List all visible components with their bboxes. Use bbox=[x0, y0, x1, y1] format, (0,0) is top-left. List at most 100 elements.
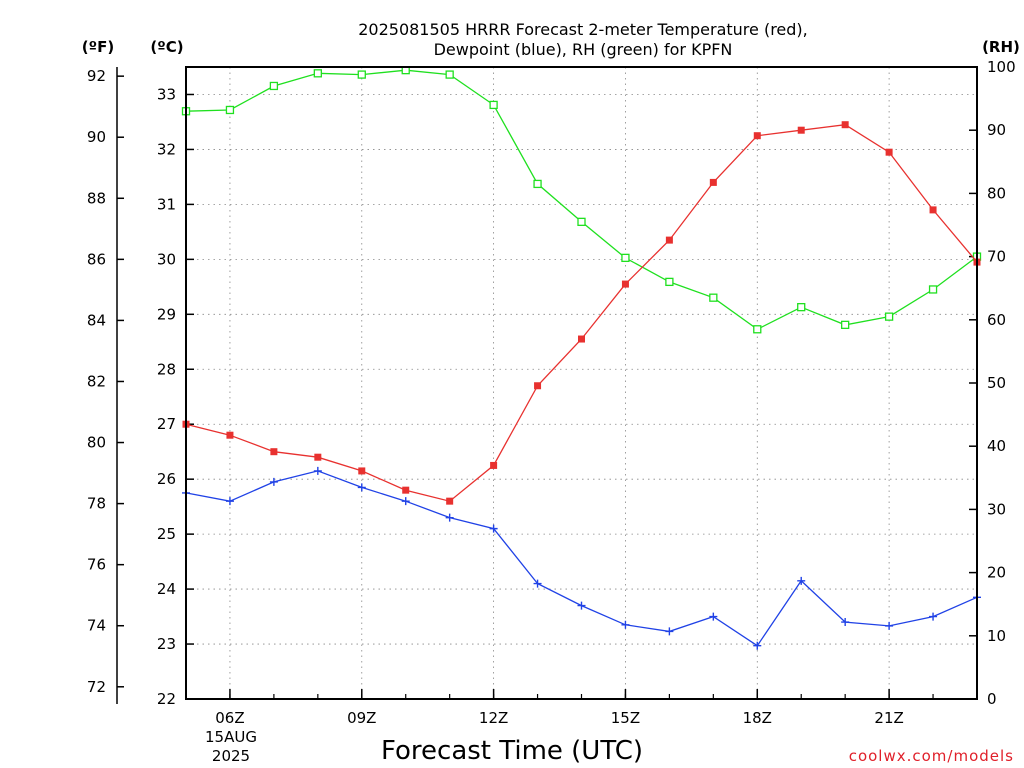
temperature-point bbox=[358, 467, 366, 475]
x-axis-label: Forecast Time (UTC) bbox=[381, 736, 643, 766]
celsius-tick-label: 22 bbox=[157, 690, 176, 708]
dewpoint-point bbox=[225, 497, 234, 506]
series-line-rh bbox=[185, 69, 978, 331]
dewpoint-point bbox=[621, 620, 630, 629]
celsius-tick-label: 30 bbox=[157, 250, 176, 268]
fahrenheit-tick-label: 86 bbox=[87, 250, 106, 268]
series-line-temperature bbox=[185, 124, 978, 502]
dewpoint-point bbox=[577, 601, 586, 610]
date-label-year: 2025 bbox=[212, 747, 250, 765]
rh-point bbox=[928, 285, 938, 294]
fahrenheit-axis: 72 74 76 78 80 82 84 86 88 90 92 bbox=[87, 67, 124, 704]
celsius-unit-label: (ºC) bbox=[150, 38, 183, 56]
temperature-point bbox=[226, 431, 234, 439]
dewpoint-point bbox=[269, 477, 278, 486]
fahrenheit-unit-label: (ºF) bbox=[82, 38, 114, 56]
rh-axis: 0 10 20 30 40 50 60 70 80 90 100 bbox=[969, 58, 1016, 708]
rh-tick-label: 80 bbox=[987, 184, 1006, 202]
rh-unit-label: (RH) bbox=[982, 38, 1020, 56]
rh-point bbox=[709, 293, 718, 302]
temperature-point bbox=[314, 453, 322, 461]
celsius-tick-label: 33 bbox=[157, 85, 176, 103]
rh-point bbox=[445, 70, 454, 79]
dewpoint-point bbox=[401, 497, 410, 506]
fahrenheit-tick-label: 78 bbox=[87, 495, 106, 513]
temperature-point bbox=[709, 178, 717, 186]
chart-title-line-1: 2025081505 HRRR Forecast 2-meter Tempera… bbox=[358, 20, 808, 39]
x-tick-label: 09Z bbox=[347, 709, 376, 727]
celsius-axis: 22 23 24 25 26 27 28 29 30 31 32 33 bbox=[157, 85, 194, 708]
rh-point bbox=[533, 179, 542, 189]
rh-point bbox=[841, 320, 850, 330]
temperature-point bbox=[621, 280, 629, 288]
rh-tick-label: 90 bbox=[987, 121, 1006, 139]
watermark: coolwx.com/models bbox=[849, 747, 1014, 765]
temperature-point bbox=[270, 448, 278, 456]
dewpoint-point bbox=[841, 618, 850, 627]
x-tick-label: 15Z bbox=[611, 709, 640, 727]
fahrenheit-tick-label: 72 bbox=[87, 678, 106, 696]
celsius-tick-label: 32 bbox=[157, 140, 176, 158]
dewpoint-point bbox=[709, 612, 718, 621]
series-rh bbox=[181, 66, 982, 334]
rh-tick-label: 70 bbox=[987, 248, 1006, 266]
rh-point bbox=[797, 303, 806, 312]
temperature-point bbox=[797, 126, 805, 134]
series-line-dewpoint bbox=[185, 470, 978, 647]
fahrenheit-tick-label: 84 bbox=[87, 311, 106, 329]
temperature-point bbox=[885, 148, 893, 156]
temperature-point bbox=[929, 206, 937, 214]
x-tick-label: 21Z bbox=[874, 709, 903, 727]
dewpoint-point bbox=[357, 483, 366, 492]
temperature-point bbox=[578, 335, 585, 343]
dewpoint-point bbox=[445, 513, 454, 522]
celsius-tick-label: 27 bbox=[157, 415, 176, 433]
rh-point bbox=[884, 312, 894, 321]
x-tick-label: 12Z bbox=[479, 709, 508, 727]
date-label-day: 15AUG bbox=[205, 728, 257, 746]
dewpoint-point bbox=[489, 524, 498, 533]
rh-point bbox=[313, 69, 322, 78]
rh-tick-label: 0 bbox=[987, 690, 997, 708]
temperature-point bbox=[446, 497, 454, 505]
celsius-tick-label: 26 bbox=[157, 470, 176, 488]
series-temperature bbox=[182, 121, 981, 505]
fahrenheit-tick-label: 90 bbox=[87, 128, 106, 146]
temperature-point bbox=[665, 236, 673, 244]
celsius-tick-label: 28 bbox=[157, 360, 176, 378]
rh-point bbox=[225, 105, 235, 115]
plot-frame bbox=[185, 66, 978, 700]
rh-point bbox=[357, 70, 366, 79]
fahrenheit-tick-label: 88 bbox=[87, 189, 106, 207]
temperature-point bbox=[753, 132, 761, 140]
x-tick-label: 18Z bbox=[743, 709, 772, 727]
x-tick-label: 06Z bbox=[215, 709, 244, 727]
rh-tick-label: 50 bbox=[987, 374, 1006, 392]
rh-tick-label: 100 bbox=[987, 58, 1016, 76]
temperature-point bbox=[841, 121, 849, 129]
dewpoint-point bbox=[885, 621, 894, 630]
rh-point bbox=[489, 100, 498, 110]
rh-tick-label: 20 bbox=[987, 564, 1006, 582]
celsius-tick-label: 23 bbox=[157, 635, 176, 653]
temperature-point bbox=[490, 461, 498, 469]
celsius-tick-label: 24 bbox=[157, 580, 176, 598]
fahrenheit-tick-label: 80 bbox=[87, 434, 106, 452]
dewpoint-point bbox=[929, 612, 938, 621]
rh-tick-label: 40 bbox=[987, 437, 1006, 455]
fahrenheit-tick-label: 74 bbox=[87, 617, 106, 635]
celsius-tick-label: 29 bbox=[157, 305, 176, 323]
rh-point bbox=[621, 253, 630, 263]
fahrenheit-tick-label: 82 bbox=[87, 372, 106, 390]
rh-point bbox=[577, 217, 586, 226]
fahrenheit-tick-label: 76 bbox=[87, 556, 106, 574]
dewpoint-point bbox=[753, 641, 762, 650]
rh-tick-label: 30 bbox=[987, 500, 1006, 518]
dewpoint-point bbox=[665, 627, 674, 636]
grid-lines bbox=[186, 67, 977, 699]
dewpoint-point bbox=[533, 579, 542, 588]
dewpoint-point bbox=[313, 466, 322, 475]
temperature-point bbox=[534, 382, 542, 390]
series-dewpoint bbox=[182, 466, 981, 650]
